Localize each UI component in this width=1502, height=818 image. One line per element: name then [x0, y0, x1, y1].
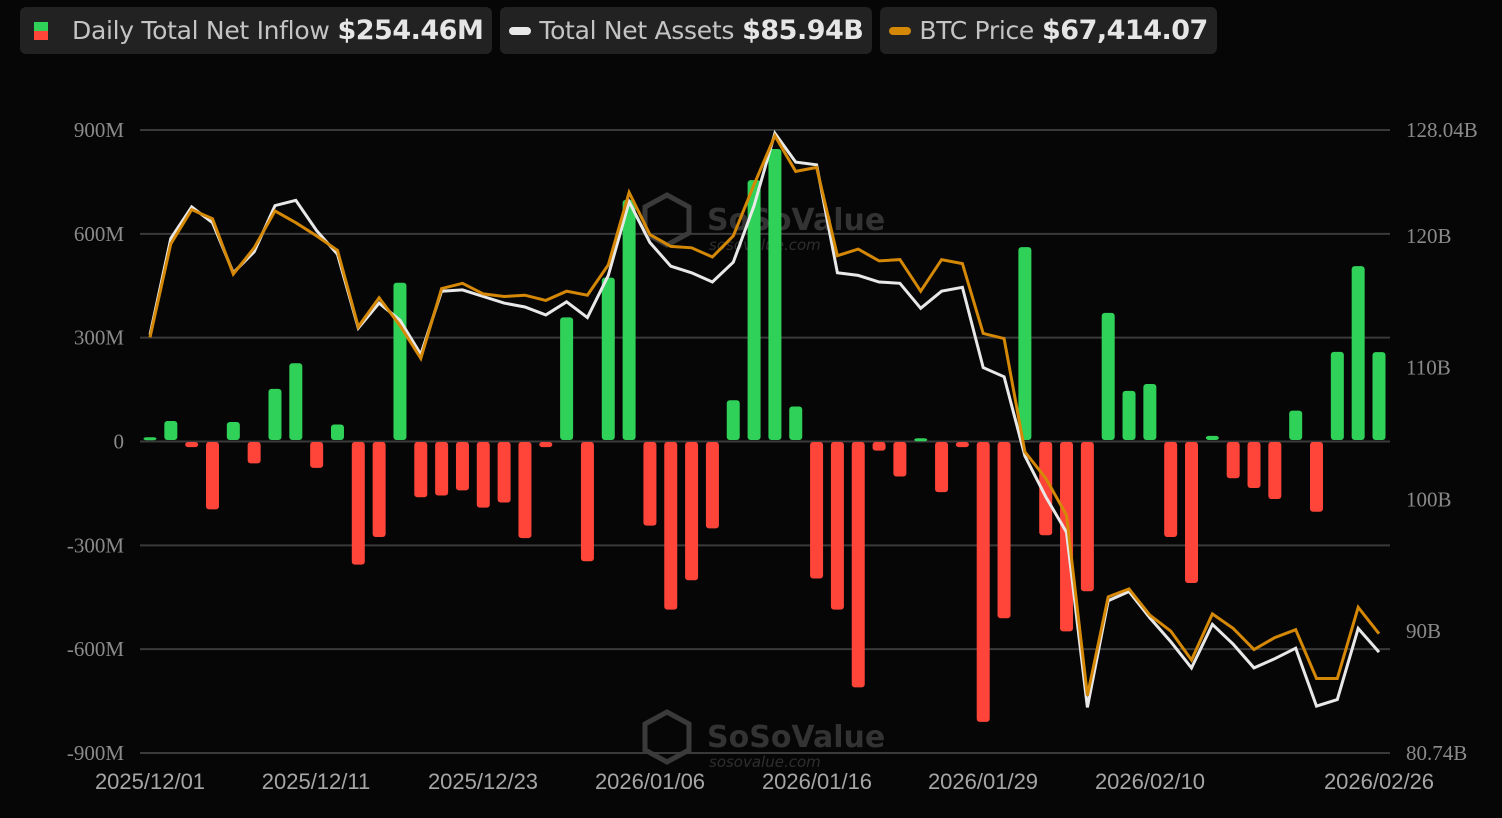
- svg-text:2025/12/01: 2025/12/01: [95, 769, 205, 794]
- grid-lines: [140, 129, 1390, 754]
- svg-text:-900M: -900M: [67, 741, 124, 765]
- svg-text:SoSoValue: SoSoValue: [707, 720, 885, 755]
- legend-btc-label: BTC Price: [919, 16, 1035, 45]
- svg-text:2026/01/29: 2026/01/29: [928, 769, 1038, 794]
- legend-assets[interactable]: Total Net Assets $85.94B: [500, 7, 873, 54]
- inflow-bars: [143, 149, 1386, 722]
- svg-text:120B: 120B: [1406, 224, 1452, 248]
- watermark: SoSoValuesosovalue.comSoSoValuesosovalue…: [642, 192, 885, 771]
- svg-text:0: 0: [114, 430, 125, 454]
- right-axis: 128.04B 120B 110B 100B 90B 80.74B: [1406, 118, 1478, 765]
- svg-text:128.04B: 128.04B: [1406, 118, 1478, 142]
- svg-text:sosovalue.com: sosovalue.com: [709, 753, 821, 771]
- x-axis: 2025/12/01 2025/12/11 2025/12/23 2026/01/06…: [95, 769, 1434, 794]
- line-swatch-icon: [509, 26, 532, 35]
- svg-text:-600M: -600M: [67, 637, 124, 661]
- line-series: [148, 129, 1381, 708]
- legend-inflow-label: Daily Total Net Inflow: [72, 16, 330, 45]
- bar-swatch-icon: [34, 21, 48, 40]
- svg-text:SoSoValue: SoSoValue: [707, 203, 885, 238]
- legend-inflow[interactable]: Daily Total Net Inflow $254.46M: [20, 7, 493, 54]
- svg-text:90B: 90B: [1406, 619, 1441, 643]
- svg-text:2026/01/16: 2026/01/16: [762, 769, 872, 794]
- svg-text:100B: 100B: [1406, 487, 1452, 511]
- svg-text:2026/02/26: 2026/02/26: [1324, 769, 1434, 794]
- line-swatch-icon: [889, 26, 912, 35]
- svg-text:2025/12/11: 2025/12/11: [262, 769, 370, 794]
- svg-text:2025/12/23: 2025/12/23: [428, 769, 538, 794]
- legend-inflow-value: $254.46M: [337, 15, 484, 46]
- legend-assets-label: Total Net Assets: [539, 16, 735, 45]
- svg-text:300M: 300M: [74, 326, 125, 350]
- svg-text:110B: 110B: [1406, 356, 1451, 380]
- legend-assets-value: $85.94B: [742, 15, 864, 46]
- svg-text:80.74B: 80.74B: [1406, 741, 1467, 765]
- svg-text:900M: 900M: [74, 118, 125, 142]
- svg-text:-300M: -300M: [67, 533, 124, 557]
- svg-text:2026/02/10: 2026/02/10: [1095, 769, 1205, 794]
- svg-text:600M: 600M: [74, 222, 125, 246]
- svg-text:2026/01/06: 2026/01/06: [595, 769, 705, 794]
- legend-btc-value: $67,414.07: [1042, 15, 1208, 46]
- left-axis: 900M 600M 300M 0 -300M -600M -900M: [67, 118, 124, 765]
- legend: Daily Total Net Inflow $254.46M Total Ne…: [20, 7, 1217, 54]
- legend-btc[interactable]: BTC Price $67,414.07: [880, 7, 1217, 54]
